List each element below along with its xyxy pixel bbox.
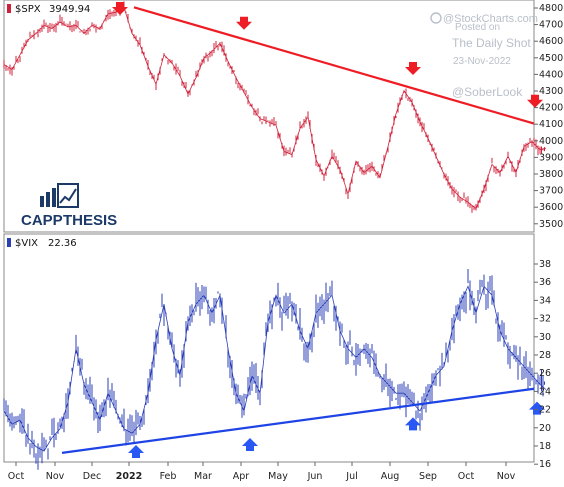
vix-y-axis: 38 36 34 32 30 28 26 24 22 20 18 16 [534,259,551,470]
publication-name: The Daily Shot [452,36,531,50]
x-tick-label: Jul [345,471,357,482]
vix-symbol: $VIX [15,238,38,249]
x-tick-label: May [268,471,288,482]
vix-y-tick-label: 32 [539,314,551,325]
spx-y-tick-label: 3800 [539,169,563,180]
up-arrow [405,417,421,431]
spx-y-tick-label: 4000 [539,136,563,147]
spx-y-tick-label: 4100 [539,119,563,130]
spx-legend: $SPX 3949.94 [7,4,90,15]
publication-date: 23-Nov-2022 [453,56,511,67]
bar-chart-icon [40,183,79,208]
x-tick-label: 2022 [116,471,142,482]
spx-series-line [3,6,547,210]
vix-y-tick-label: 36 [539,277,551,288]
vix-y-tick-label: 20 [539,423,551,434]
spx-y-tick-label: 3500 [539,219,563,230]
vix-y-tick-label: 28 [539,350,551,361]
spx-chart [3,1,547,213]
x-axis: Oct Nov Dec 2022 Feb Mar Apr May Jun Jul Aug Sep Oct… [8,462,516,482]
vix-y-tick-label: 26 [539,368,551,379]
spx-y-tick-label: 4500 [539,53,563,64]
down-arrow [527,94,543,108]
spx-y-tick-label: 3700 [539,186,563,197]
logo-part2: THESIS [63,212,117,229]
x-tick-label: Oct [458,471,475,482]
vix-chart [3,269,547,470]
vix-y-tick-label: 18 [539,441,551,452]
spx-y-tick-label: 4400 [539,69,563,80]
x-tick-label: Feb [160,471,177,482]
vix-y-tick-label: 34 [539,295,551,306]
x-tick-label: Apr [233,471,250,482]
spx-y-tick-label: 4800 [539,3,563,14]
vix-legend: $VIX 22.36 [7,238,77,249]
vix-y-tick-label: 38 [539,259,551,270]
x-tick-label: Nov [497,471,516,482]
x-tick-label: Oct [8,471,25,482]
spx-y-axis: 4800 4700 4600 4500 4400 4300 4200 4100 4000 3900… [534,3,563,230]
vix-y-tick-label: 22 [539,405,551,416]
spx-y-tick-label: 4200 [539,103,563,114]
vix-y-tick-label: 24 [539,386,551,397]
up-arrow [529,401,545,415]
down-arrow [236,16,252,30]
logo-part1: CAPP [21,212,63,229]
author-handle: @SoberLook [452,85,523,99]
down-arrow [112,2,128,15]
spx-y-tick-label: 3900 [539,152,563,163]
vix-y-tick-label: 30 [539,332,551,343]
posted-on: Posted on [455,22,500,33]
up-arrow [242,438,258,452]
vix-legend-swatch [7,238,11,247]
x-tick-label: Jun [307,471,323,482]
spx-y-tick-label: 4700 [539,20,563,31]
down-arrow [405,62,421,76]
spx-symbol: $SPX [15,4,41,15]
vix-panel [3,233,535,463]
vix-last-value: 22.36 [48,238,77,249]
stockcharts-brand: @StockCharts.com [443,13,538,25]
x-tick-label: Dec [83,471,101,482]
spx-trendline [133,6,535,125]
spx-y-tick-label: 3600 [539,202,563,213]
stockcharts-logo-icon [430,12,442,24]
x-tick-label: Nov [46,471,65,482]
vix-trendline [61,387,535,454]
spx-last-value: 3949.94 [49,4,90,15]
up-arrow [128,445,144,458]
vix-series-line [3,285,547,452]
x-tick-label: Sep [419,471,437,482]
spx-panel [3,0,535,233]
spx-legend-swatch [7,4,11,13]
spx-y-tick-label: 4300 [539,86,563,97]
capp-thesis-logo: CAPP THESIS [21,183,117,229]
x-tick-label: Mar [194,471,212,482]
x-tick-label: Aug [381,471,400,482]
watermark: @StockCharts.com Posted on The Daily Sho… [430,12,538,99]
spx-y-tick-label: 4600 [539,36,563,47]
vix-y-tick-label: 16 [539,459,551,470]
